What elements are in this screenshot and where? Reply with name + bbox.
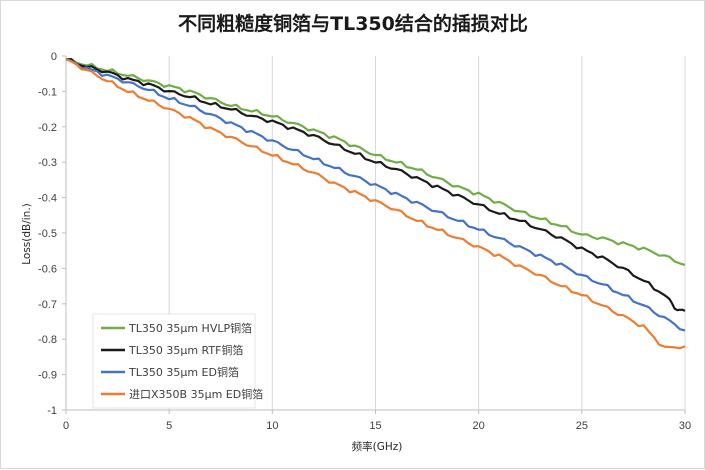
legend-label: TL350 35μm HVLP铜箔: [128, 321, 252, 335]
y-tick-label: -0.7: [38, 299, 57, 311]
y-tick-label: -0.5: [38, 228, 57, 240]
y-tick-label: -1: [47, 405, 57, 417]
legend: TL350 35μm HVLP铜箔 TL350 35μm RTF铜箔 TL350 3…: [92, 313, 263, 409]
x-tick-label: 10: [266, 420, 278, 432]
series-line-4: [65, 58, 686, 350]
y-tick-label: -0.1: [38, 86, 57, 98]
x-tick-label: 30: [679, 420, 691, 432]
y-tick-label: -0.4: [38, 193, 57, 205]
x-tick-label: 20: [473, 420, 485, 432]
y-tick-label: -0.8: [38, 334, 57, 346]
y-tick-label: -0.2: [38, 122, 57, 134]
y-tick-label: -0.9: [38, 370, 57, 382]
chart-title: 不同粗糙度铜箔与TL350结合的插损对比: [178, 12, 528, 35]
axes: 0 -0.1 -0.2 -0.3 -0.4 -0.5 -0.6 -0.7 -0.8 -0.9 -1 0…: [38, 51, 691, 432]
x-tick-label: 15: [369, 420, 381, 432]
series-line-1: [65, 58, 686, 266]
x-axis-title: 频率(GHz): [352, 440, 403, 453]
legend-label: TL350 35μm ED铜箔: [128, 365, 239, 379]
x-tick-label: 25: [576, 420, 588, 432]
y-tick-label: 0: [51, 51, 57, 63]
x-tick-label: 0: [63, 420, 69, 432]
series-line-2: [65, 58, 686, 312]
legend-label: TL350 35μm RTF铜箔: [128, 343, 243, 357]
x-tick-label: 5: [166, 420, 172, 432]
series-line-3: [65, 58, 686, 332]
y-axis-title: Loss(dB/in.): [21, 203, 33, 265]
legend-label: 进口X350B 35μm ED铜箔: [129, 387, 263, 401]
series-lines: [65, 58, 686, 350]
y-tick-label: -0.3: [38, 157, 57, 169]
legend-box: [92, 313, 256, 409]
y-tick-label: -0.6: [38, 263, 57, 275]
